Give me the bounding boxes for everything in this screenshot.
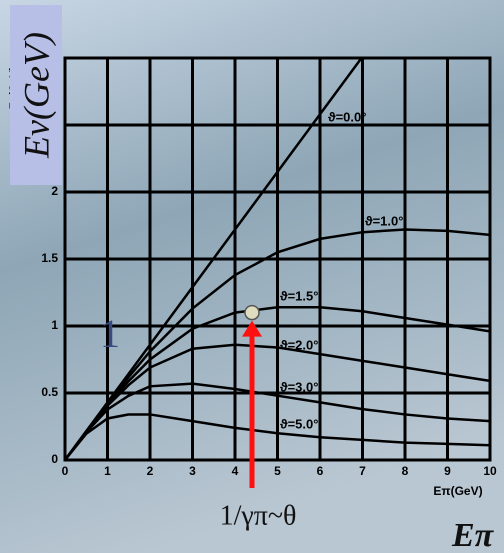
x-tick-label: 7 [359, 464, 366, 478]
arrow-head [242, 320, 262, 337]
x-tick-label: 8 [402, 464, 409, 478]
label-box [10, 5, 62, 185]
annotation: 1/γπ~θ [220, 500, 297, 531]
curve-label: ϑ=3.0° [280, 379, 318, 394]
x-tick-label: 9 [444, 464, 451, 478]
curve-label: ϑ=5.0° [280, 416, 318, 431]
x-axis-label: Eπ(GeV) [433, 484, 482, 498]
curve-label: ϑ=2.0° [280, 337, 318, 352]
curve-label: ϑ=1.5° [280, 288, 318, 303]
x-tick-label: 3 [189, 464, 196, 478]
curve [65, 343, 490, 460]
x-tick-label: 10 [483, 464, 497, 478]
curve [65, 413, 490, 460]
x-tick-label: 2 [147, 464, 154, 478]
curve-label: ϑ=0.0° [328, 109, 366, 124]
curves [65, 58, 490, 460]
curve-label: ϑ=1.0° [365, 213, 403, 228]
curve [65, 382, 490, 460]
x-tick-label: 5 [274, 464, 281, 478]
x-tick-label: 4 [232, 464, 239, 478]
y-tick-label: 0 [51, 452, 58, 466]
x-tick-label: 6 [317, 464, 324, 478]
y-tick-label: 2 [51, 184, 58, 198]
plot: 01234567891000.511.522.5Eν(GeV)ϑ=0.0°ϑ=1… [8, 56, 497, 488]
y-tick-label: 0.5 [41, 385, 58, 399]
x-tick-label: 1 [104, 464, 111, 478]
annotation: 1 [100, 311, 120, 356]
overlay: Eν(GeV) 1 1/γπ~θ Eπ Eπ(GeV) [10, 5, 495, 553]
y-axis-large-label: Eν(GeV) [16, 32, 56, 159]
y-tick-label: 1.5 [41, 251, 58, 265]
annotation: Eπ [451, 517, 495, 553]
marker [244, 304, 260, 321]
y-tick-label: 1 [51, 318, 58, 332]
x-tick-label: 0 [62, 464, 69, 478]
